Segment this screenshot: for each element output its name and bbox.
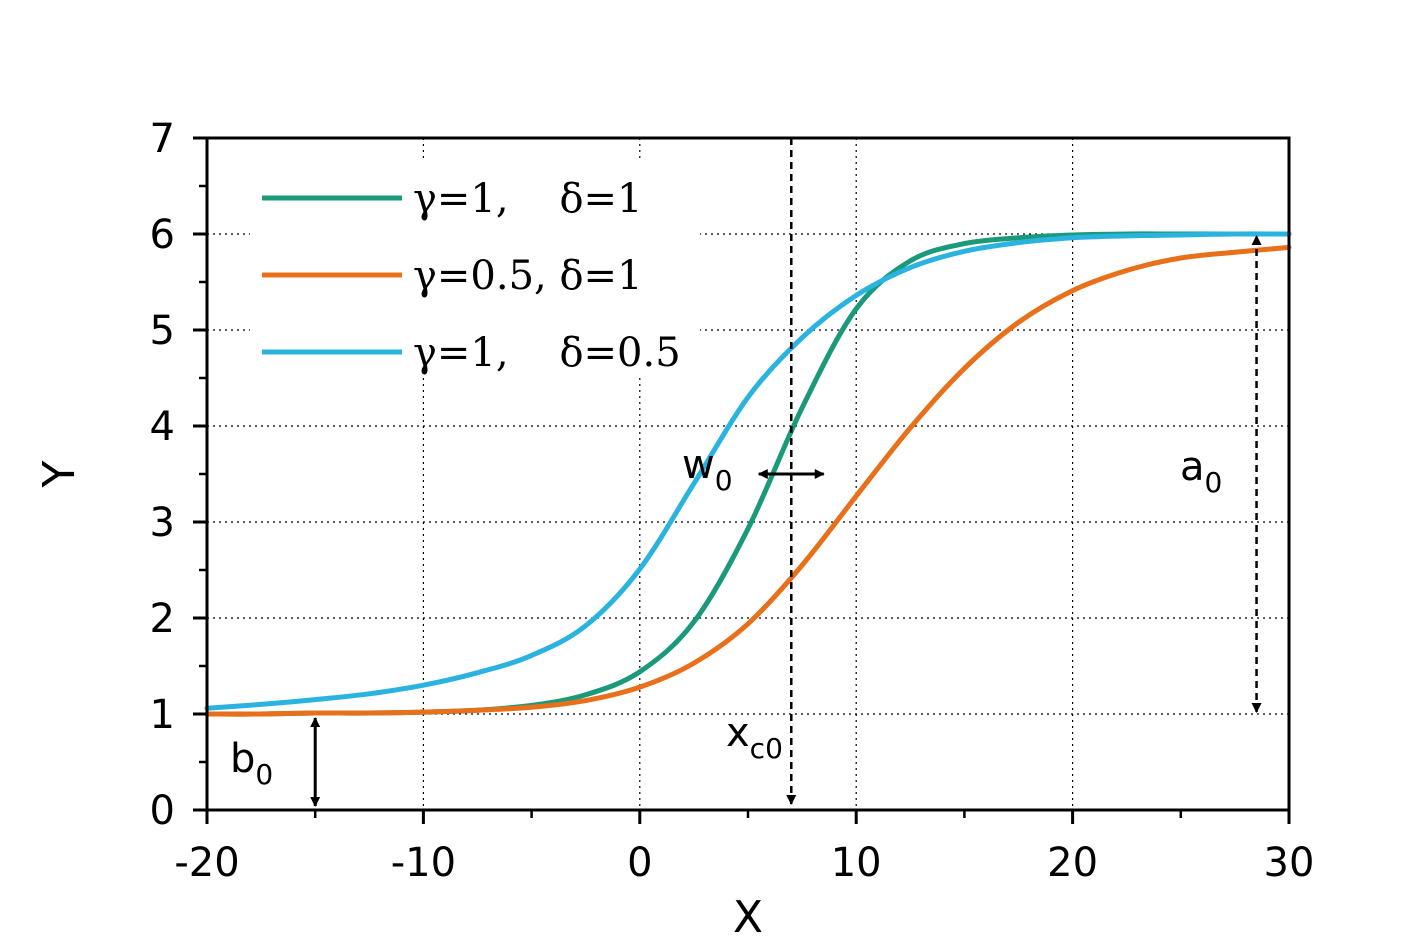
- b0-label-subscript: 0: [255, 758, 273, 791]
- y-tick-label: 7: [150, 116, 175, 162]
- y-tick-label: 4: [150, 404, 175, 450]
- y-tick-label: 5: [150, 308, 175, 354]
- legend-background: [250, 158, 700, 378]
- y-axis-title: Y: [34, 460, 85, 488]
- x-tick-label: 20: [1047, 840, 1098, 886]
- y-tick-label: 2: [150, 596, 175, 642]
- y-tick-label: 1: [150, 692, 175, 738]
- legend-label-3: γ=1, δ=0.5: [413, 330, 681, 376]
- x-tick-label: -20: [174, 840, 239, 886]
- x-axis-title: X: [733, 892, 763, 943]
- series-line-3: [204, 231, 1292, 711]
- xc0-label: xc0: [726, 710, 783, 765]
- series-lines: [204, 231, 1292, 717]
- w0-label-subscript: 0: [715, 464, 733, 497]
- xc0-label-subscript: c0: [750, 732, 783, 765]
- axis-ticks: -20 -10 0 10 20 30 0 1 2 3 4 5 6 7: [150, 116, 1315, 886]
- series-line-2: [204, 244, 1292, 717]
- legend-label-2: γ=0.5, δ=1: [413, 253, 643, 299]
- a0-label: a0: [1180, 444, 1222, 499]
- x-tick-label: 30: [1264, 840, 1315, 886]
- x-tick-label: 0: [627, 840, 652, 886]
- y-tick-label: 6: [150, 212, 175, 258]
- b0-label: b0: [230, 736, 273, 791]
- legend-label-1: γ=1, δ=1: [413, 176, 643, 222]
- legend: γ=1, δ=1 γ=0.5, δ=1 γ=1, δ=0.5: [250, 158, 700, 378]
- x-tick-label: 10: [831, 840, 882, 886]
- y-tick-label: 3: [150, 500, 175, 546]
- a0-label-subscript: 0: [1205, 466, 1223, 499]
- x-tick-label: -10: [391, 840, 456, 886]
- y-tick-label: 0: [150, 788, 175, 834]
